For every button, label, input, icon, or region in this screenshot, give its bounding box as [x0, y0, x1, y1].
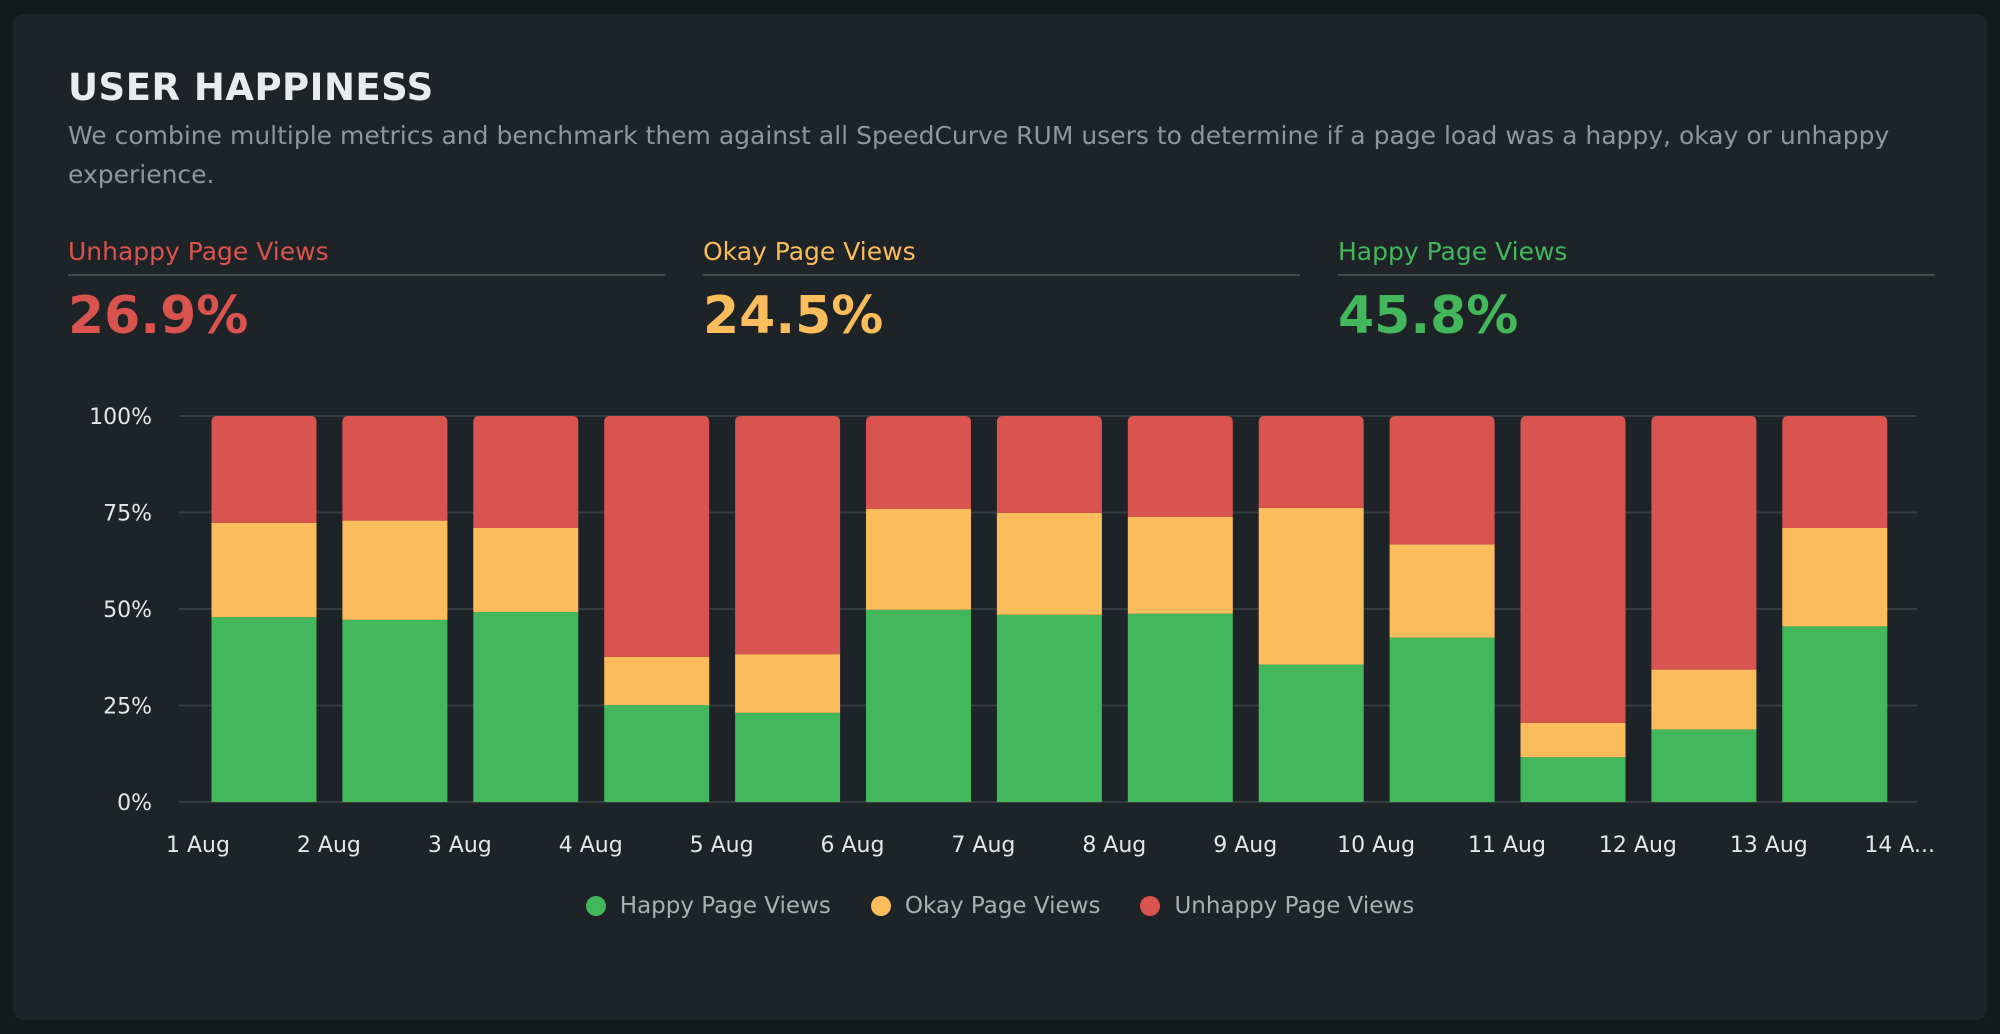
bar-segment-happy-page-views	[342, 619, 448, 802]
legend-dot-icon	[1140, 896, 1161, 916]
x-tick-label: 10 Aug	[1337, 833, 1415, 858]
x-tick-label: 6 Aug	[821, 833, 885, 858]
bar-segment-unhappy-page-views	[1389, 416, 1495, 545]
bar-segment-unhappy-page-views	[1651, 416, 1757, 670]
x-tick-label: 4 Aug	[559, 833, 623, 858]
bar-segment-unhappy-page-views	[1258, 416, 1364, 508]
bar-segment-unhappy-page-views	[342, 416, 448, 521]
legend-item-okay[interactable]: Okay Page Views	[870, 893, 1101, 919]
bar-segment-happy-page-views	[866, 609, 971, 802]
legend-dot-icon	[585, 896, 606, 916]
bar-segment-okay-page-views	[996, 512, 1102, 615]
bar-segment-unhappy-page-views	[1520, 416, 1626, 723]
metric-okay-value: 24.5%	[703, 286, 884, 346]
bar-segment-unhappy-page-views	[211, 416, 317, 523]
y-tick-label: 75%	[103, 502, 152, 527]
chart-legend: Happy Page Views Okay Page Views Unhappy…	[0, 893, 2000, 919]
x-tick-label: 7 Aug	[951, 833, 1015, 858]
metric-unhappy-value: 26.9%	[68, 286, 249, 346]
bar-segment-happy-page-views	[211, 617, 317, 802]
x-tick-label: 1 Aug	[166, 833, 230, 858]
bar-segment-happy-page-views	[996, 614, 1102, 802]
legend-item-unhappy[interactable]: Unhappy Page Views	[1140, 893, 1414, 919]
x-tick-label: 5 Aug	[690, 833, 754, 858]
metric-happy-value: 45.8%	[1338, 286, 1519, 346]
bar-segment-happy-page-views	[1258, 664, 1364, 802]
metric-okay: Okay Page Views 24.5%	[703, 237, 1300, 346]
legend-label: Happy Page Views	[619, 893, 831, 919]
metric-okay-label: Okay Page Views	[703, 237, 1300, 276]
x-tick-label: 11 Aug	[1468, 833, 1546, 858]
bar-segment-unhappy-page-views	[1782, 416, 1888, 528]
y-tick-label: 100%	[89, 405, 152, 430]
bar-segment-okay-page-views	[866, 509, 971, 610]
metric-unhappy: Unhappy Page Views 26.9%	[68, 237, 665, 346]
x-tick-label: 2 Aug	[297, 833, 361, 858]
y-tick-label: 50%	[103, 598, 152, 623]
card-description: We combine multiple metrics and benchmar…	[68, 121, 1890, 189]
bar-segment-unhappy-page-views	[996, 416, 1102, 513]
x-tick-label: 9 Aug	[1213, 833, 1277, 858]
y-tick-label: 25%	[103, 695, 152, 720]
bar-segment-okay-page-views	[342, 520, 448, 620]
bar-segment-happy-page-views	[473, 612, 579, 802]
bar-segment-happy-page-views	[1520, 757, 1626, 802]
bar-segment-okay-page-views	[604, 656, 710, 706]
x-tick-label: 14 A...	[1864, 833, 1935, 858]
bar-segment-okay-page-views	[1389, 544, 1495, 638]
metric-happy-label: Happy Page Views	[1338, 237, 1935, 276]
x-tick-label: 13 Aug	[1730, 833, 1808, 858]
card-title: USER HAPPINESS	[68, 66, 434, 109]
bar-segment-unhappy-page-views	[604, 416, 710, 657]
bar-segment-happy-page-views	[1782, 626, 1888, 802]
bar-segment-unhappy-page-views	[866, 416, 971, 510]
bar-segment-unhappy-page-views	[473, 416, 579, 528]
bar-segment-okay-page-views	[1782, 527, 1888, 627]
bar-segment-okay-page-views	[1520, 722, 1626, 758]
bar-segment-unhappy-page-views	[735, 416, 841, 655]
bar-segment-happy-page-views	[1389, 637, 1495, 802]
bar-segment-happy-page-views	[604, 705, 710, 802]
legend-item-happy[interactable]: Happy Page Views	[585, 893, 831, 919]
x-tick-label: 8 Aug	[1082, 833, 1146, 858]
legend-dot-icon	[870, 896, 891, 916]
y-tick-label: 0%	[117, 791, 152, 816]
legend-label: Unhappy Page Views	[1174, 893, 1415, 919]
x-tick-label: 3 Aug	[428, 833, 492, 858]
bar-segment-okay-page-views	[1651, 669, 1757, 730]
bar-segment-okay-page-views	[1127, 516, 1233, 614]
bar-segment-happy-page-views	[735, 712, 841, 802]
bar-segment-okay-page-views	[1258, 507, 1364, 665]
bar-segment-okay-page-views	[735, 654, 841, 713]
bar-segment-okay-page-views	[473, 527, 579, 613]
bar-segment-unhappy-page-views	[1127, 416, 1233, 517]
bar-segment-okay-page-views	[211, 522, 317, 618]
metric-happy: Happy Page Views 45.8%	[1338, 237, 1935, 346]
bar-segment-happy-page-views	[1651, 729, 1757, 802]
x-tick-label: 12 Aug	[1599, 833, 1677, 858]
metric-unhappy-label: Unhappy Page Views	[68, 237, 665, 276]
bar-segment-happy-page-views	[1127, 613, 1233, 802]
legend-label: Okay Page Views	[904, 893, 1101, 919]
